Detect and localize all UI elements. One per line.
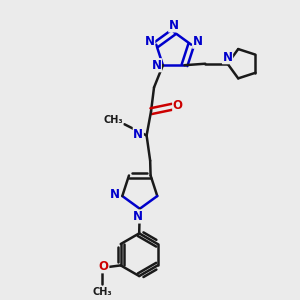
Text: N: N bbox=[145, 35, 155, 48]
Text: N: N bbox=[152, 59, 161, 72]
Text: N: N bbox=[133, 128, 143, 140]
Text: N: N bbox=[223, 51, 232, 64]
Text: N: N bbox=[193, 35, 203, 48]
Text: N: N bbox=[133, 210, 143, 223]
Text: CH₃: CH₃ bbox=[92, 287, 112, 297]
Text: CH₃: CH₃ bbox=[103, 115, 123, 125]
Text: N: N bbox=[169, 19, 179, 32]
Text: O: O bbox=[173, 99, 183, 112]
Text: N: N bbox=[110, 188, 120, 201]
Text: O: O bbox=[99, 260, 109, 273]
